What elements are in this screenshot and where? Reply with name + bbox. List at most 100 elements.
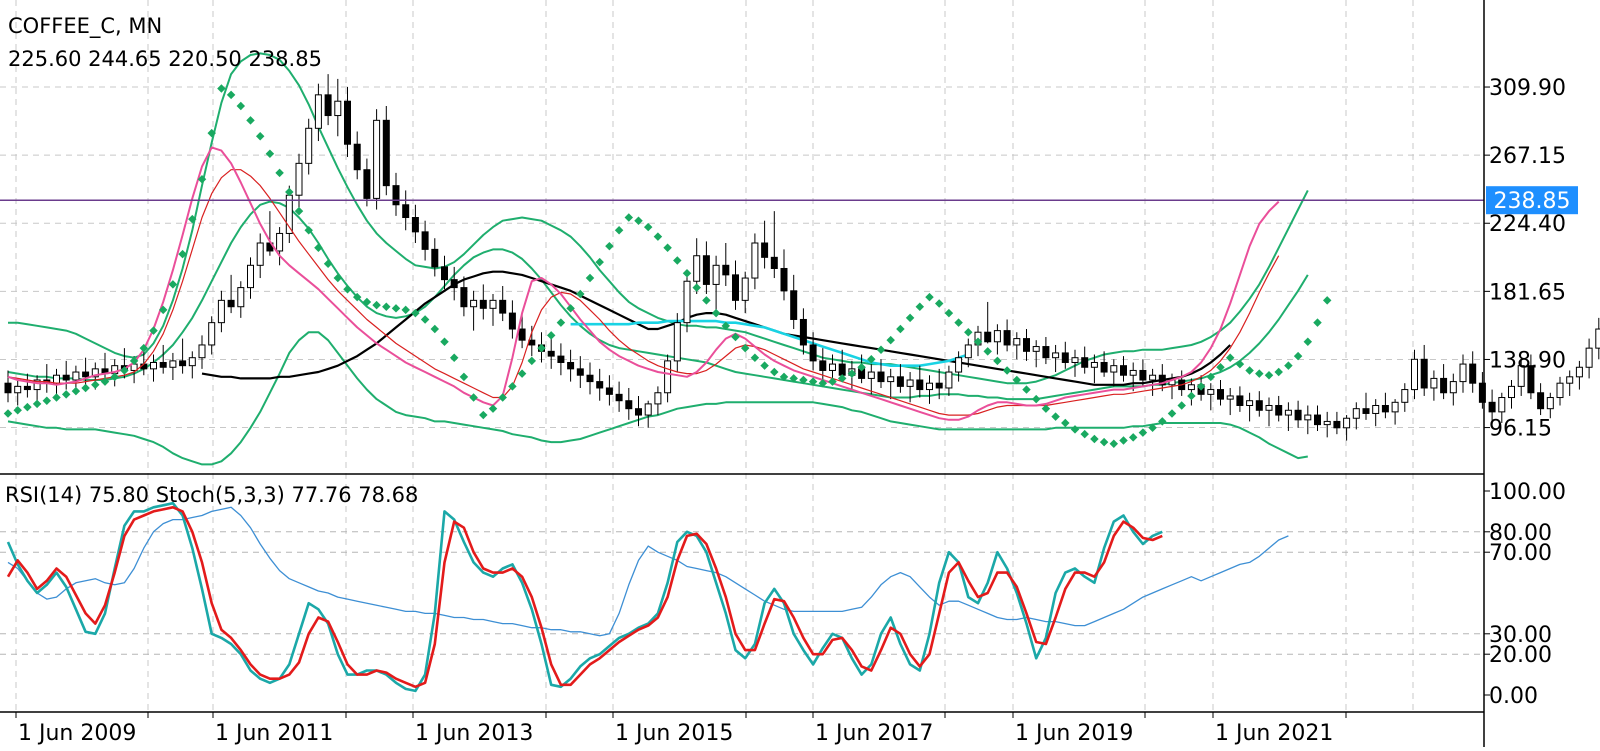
- current-price-label: 238.85: [1494, 189, 1571, 214]
- candle-down: [596, 381, 604, 389]
- sar-dot: [1070, 425, 1080, 434]
- sar-dot: [246, 116, 255, 125]
- candle-up: [906, 379, 914, 387]
- ohlc-values: 225.60 244.65 220.50 238.85: [8, 47, 322, 71]
- candle-down: [1440, 377, 1448, 394]
- candle-down: [1333, 420, 1341, 429]
- candle-up: [33, 379, 41, 391]
- sar-dot: [643, 222, 653, 232]
- time-tick-label: 1 Jun 2013: [415, 721, 533, 746]
- sar-dot: [469, 393, 478, 402]
- candle-down: [1081, 357, 1089, 368]
- sar-dot: [158, 305, 168, 315]
- candle-up: [1575, 366, 1583, 378]
- sar-dot: [411, 308, 420, 318]
- series-ma-cyan: [570, 319, 969, 368]
- sar-dot: [537, 343, 546, 353]
- sar-dot: [1187, 391, 1196, 401]
- sar-dot: [1255, 369, 1264, 378]
- candle-up: [373, 119, 381, 199]
- sar-dot: [1206, 372, 1216, 382]
- candle-down: [1003, 330, 1011, 346]
- price-tick-label: 96.15: [1489, 417, 1552, 442]
- candle-up: [14, 385, 22, 394]
- candle-up: [1090, 361, 1098, 368]
- candle-down: [1217, 389, 1224, 400]
- candle-up: [1595, 328, 1600, 349]
- candle-down: [508, 312, 516, 330]
- sar-dot: [983, 347, 992, 356]
- candle-up: [926, 382, 933, 391]
- series-layer: [0, 52, 1600, 693]
- candle-up: [188, 357, 196, 367]
- sar-dot: [110, 372, 119, 382]
- candle-down: [615, 393, 623, 402]
- candle-down: [518, 328, 526, 341]
- candle-down: [441, 266, 448, 281]
- sar-dot: [760, 361, 769, 370]
- sar-dot: [401, 305, 410, 315]
- candle-down: [324, 94, 332, 117]
- candle-up: [169, 360, 177, 368]
- series-stoch-main: [6, 501, 1163, 693]
- candle-down: [1420, 358, 1428, 389]
- candle-up: [1226, 395, 1234, 400]
- price-tick-label: 309.90: [1489, 76, 1566, 101]
- candle-down: [1381, 404, 1389, 413]
- sar-dot: [1158, 417, 1167, 426]
- sar-dot: [847, 369, 857, 378]
- current-price-badge[interactable]: 238.85: [1486, 186, 1578, 215]
- candle-down: [896, 376, 904, 387]
- series-bollinger-upper: [8, 52, 1309, 385]
- candle-down: [1042, 346, 1050, 359]
- candle-up: [237, 287, 245, 308]
- candle-down: [605, 387, 613, 395]
- sar-dot: [285, 187, 294, 197]
- sar-dot: [459, 372, 469, 382]
- candle-up: [1129, 369, 1137, 376]
- sar-dot: [1235, 359, 1245, 369]
- current-price-badge-bg: [1486, 186, 1578, 215]
- sar-dot: [32, 399, 42, 409]
- sar-dot: [352, 292, 362, 302]
- sar-dot: [1225, 353, 1235, 362]
- sar-dot: [1051, 412, 1060, 421]
- candle-down: [460, 287, 468, 308]
- osc-tick-label: 70.00: [1489, 541, 1552, 566]
- candle-up: [1032, 346, 1040, 352]
- time-tick-label: 1 Jun 2015: [615, 721, 733, 746]
- osc-tick-label: 100.00: [1489, 480, 1566, 505]
- candle-up: [712, 264, 720, 285]
- sar-dot: [1119, 436, 1128, 445]
- sar-dot: [954, 318, 963, 327]
- candle-down: [159, 361, 167, 368]
- candle-down: [635, 408, 642, 416]
- sar-dot: [692, 283, 701, 292]
- sar-dot: [23, 402, 32, 412]
- axis-layer: 309.90 267.15 224.40 181.65 138.90 96.15 100.0…: [15, 76, 1566, 746]
- sar-dot: [1196, 382, 1206, 391]
- time-tick-label: 1 Jun 2009: [18, 721, 136, 746]
- sar-dot: [770, 367, 779, 377]
- candle-down: [576, 368, 584, 376]
- candle-down: [1362, 408, 1370, 414]
- sar-dot: [1080, 429, 1089, 439]
- candle-up: [314, 94, 322, 129]
- sar-dot: [905, 313, 915, 323]
- time-tick-label: 1 Jun 2017: [815, 721, 933, 746]
- candle-up: [751, 242, 759, 279]
- sar-dot: [779, 372, 789, 382]
- sar-dot: [556, 318, 566, 327]
- sar-dot: [129, 356, 139, 366]
- sar-dot: [420, 315, 430, 324]
- candle-down: [82, 371, 90, 378]
- sar-dot: [1284, 361, 1293, 370]
- series-rsi: [7, 506, 1289, 637]
- candle-down: [547, 350, 555, 357]
- sar-dot: [275, 168, 284, 178]
- candle-up: [1498, 397, 1506, 413]
- sar-dot: [789, 374, 798, 383]
- grid-layer: [0, 0, 1484, 712]
- candle-up: [1459, 363, 1467, 383]
